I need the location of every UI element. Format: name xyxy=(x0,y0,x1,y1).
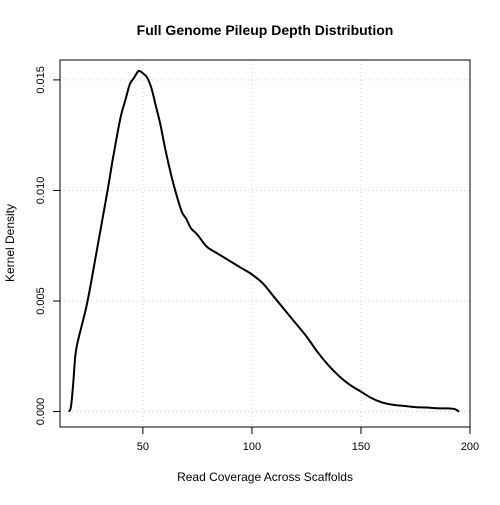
grid xyxy=(60,60,471,427)
chart-title: Full Genome Pileup Depth Distribution xyxy=(137,22,394,38)
x-axis-label: Read Coverage Across Scaffolds xyxy=(177,470,353,484)
x-tick-label: 50 xyxy=(137,441,149,453)
x-axis: 50 100 150 200 xyxy=(137,427,479,453)
y-tick-label: 0.000 xyxy=(35,398,47,426)
y-axis-label: Kernel Density xyxy=(3,204,17,282)
x-tick-label: 100 xyxy=(243,441,261,453)
density-series-line xyxy=(67,69,460,413)
y-axis: 0.000 0.005 0.010 0.015 xyxy=(35,66,60,425)
y-tick-label: 0.015 xyxy=(35,66,47,94)
y-tick-label: 0.010 xyxy=(35,177,47,205)
x-tick-label: 200 xyxy=(461,441,479,453)
x-tick-label: 150 xyxy=(352,441,370,453)
y-tick-label: 0.005 xyxy=(35,287,47,315)
plot-frame xyxy=(59,59,471,428)
